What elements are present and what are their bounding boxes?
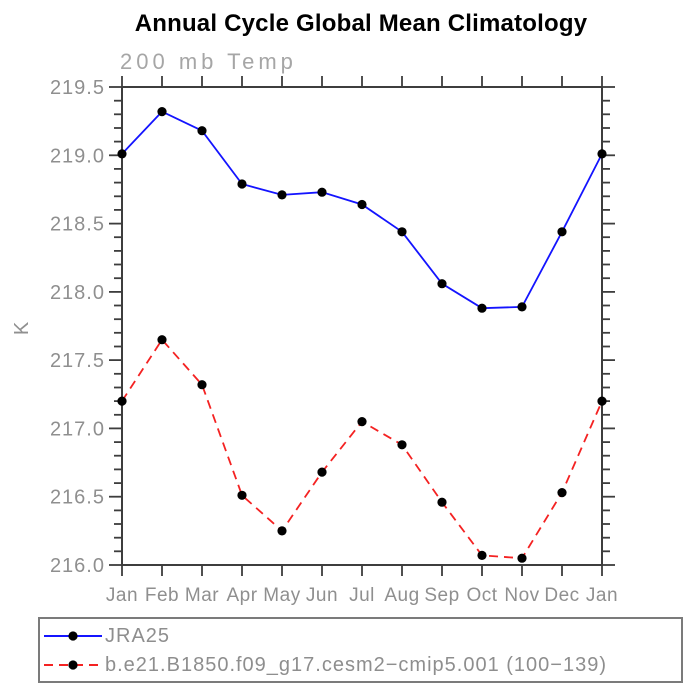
data-point bbox=[237, 179, 247, 189]
data-point bbox=[397, 440, 407, 450]
data-point bbox=[117, 149, 127, 159]
data-point bbox=[157, 107, 167, 117]
legend-label-jra25: JRA25 bbox=[105, 624, 171, 647]
legend-label-model: b.e21.B1850.f09_g17.cesm2−cmip5.001 (100… bbox=[105, 653, 608, 676]
data-point bbox=[317, 187, 327, 197]
x-tick-label: Jan bbox=[586, 585, 618, 606]
y-tick-label: 217.5 bbox=[50, 350, 105, 372]
x-tick-label: Jul bbox=[349, 585, 375, 606]
chart-subtitle: 200 mb Temp bbox=[120, 49, 297, 74]
chart-canvas: Jan Feb Mar Apr May Jun Jul Aug Sep Oct Nov Dec Jan2… bbox=[50, 76, 618, 606]
data-point bbox=[357, 417, 367, 427]
x-tick-label: Jan bbox=[106, 585, 138, 606]
x-tick-label: Feb bbox=[145, 585, 179, 606]
x-tick-label: Jun bbox=[306, 585, 338, 606]
x-tick-label: Aug bbox=[384, 585, 419, 606]
data-point bbox=[197, 380, 207, 390]
data-point bbox=[557, 227, 567, 237]
x-tick-label: Oct bbox=[466, 585, 497, 606]
data-point bbox=[277, 190, 287, 200]
x-tick-label: Apr bbox=[226, 585, 257, 606]
data-point bbox=[237, 490, 247, 500]
y-tick-label: 216.5 bbox=[50, 487, 105, 509]
data-point bbox=[277, 526, 287, 536]
data-point bbox=[157, 335, 167, 345]
legend-item-jra25: JRA25 bbox=[43, 624, 170, 648]
chart-title: Annual Cycle Global Mean Climatology bbox=[134, 10, 588, 37]
data-point bbox=[517, 302, 527, 312]
series-line-1 bbox=[121, 338, 603, 560]
series-line-0 bbox=[121, 110, 603, 310]
legend: JRA25 b.e21.B1850.f09_g17.cesm2−cmip5.00… bbox=[38, 617, 683, 683]
data-point bbox=[477, 303, 487, 313]
x-tick-label: Dec bbox=[544, 585, 579, 606]
data-point bbox=[597, 149, 607, 159]
data-point bbox=[197, 126, 207, 136]
data-point bbox=[317, 467, 327, 477]
data-point bbox=[397, 227, 407, 237]
data-point bbox=[437, 279, 447, 289]
x-tick-label: May bbox=[263, 585, 300, 606]
y-tick-label: 217.0 bbox=[50, 418, 105, 440]
plot-box bbox=[121, 86, 603, 566]
data-point bbox=[357, 199, 367, 210]
y-tick-label: 216.0 bbox=[50, 555, 105, 577]
data-point bbox=[557, 488, 567, 498]
x-tick-label: Nov bbox=[504, 585, 539, 606]
y-tick-label: 218.0 bbox=[50, 282, 105, 304]
data-point bbox=[477, 550, 487, 561]
y-tick-label: 218.5 bbox=[50, 214, 105, 236]
data-point bbox=[437, 497, 447, 507]
data-point bbox=[117, 396, 127, 406]
x-tick-label: Sep bbox=[424, 585, 459, 606]
legend-swatch-dashed-line bbox=[44, 660, 102, 670]
data-point bbox=[597, 396, 607, 406]
y-tick-label: 219.5 bbox=[50, 77, 105, 99]
data-point bbox=[517, 553, 527, 563]
x-tick-label: Mar bbox=[185, 585, 219, 606]
y-tick-label: 219.0 bbox=[50, 145, 105, 167]
legend-swatch-solid-line bbox=[44, 631, 102, 641]
legend-item-model: b.e21.B1850.f09_g17.cesm2−cmip5.001 (100… bbox=[43, 653, 607, 677]
